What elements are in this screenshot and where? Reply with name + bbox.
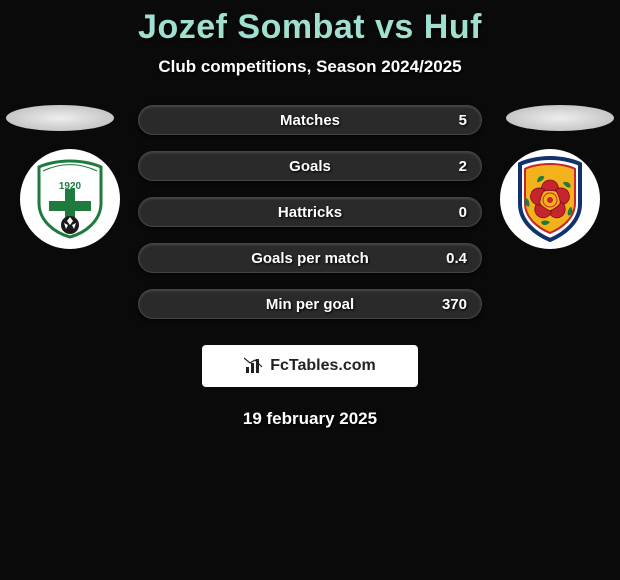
club-badge-right — [500, 149, 600, 249]
stat-value: 370 — [442, 296, 467, 313]
comparison-card: Jozef Sombat vs Huf Club competitions, S… — [0, 0, 620, 580]
stat-label: Goals per match — [251, 250, 369, 267]
stat-bars: Matches 5 Goals 2 Hattricks 0 Goals per … — [138, 105, 482, 319]
bar-chart-icon — [244, 357, 264, 375]
page-title: Jozef Sombat vs Huf — [0, 8, 620, 47]
stat-bar-min-per-goal: Min per goal 370 — [138, 289, 482, 319]
crest-skalica-icon: 1920 — [35, 159, 105, 239]
stat-bar-goals-per-match: Goals per match 0.4 — [138, 243, 482, 273]
stat-bar-hattricks: Hattricks 0 — [138, 197, 482, 227]
brand-label: FcTables.com — [270, 357, 376, 375]
stat-label: Goals — [289, 158, 331, 175]
player-shadow-right — [506, 105, 614, 131]
date-stamp: 19 february 2025 — [0, 409, 620, 429]
stat-label: Matches — [280, 112, 340, 129]
stat-bar-goals: Goals 2 — [138, 151, 482, 181]
subtitle: Club competitions, Season 2024/2025 — [0, 57, 620, 77]
stat-label: Min per goal — [266, 296, 354, 313]
stat-value: 0.4 — [446, 250, 467, 267]
player-shadow-left — [6, 105, 114, 131]
club-badge-left: 1920 — [20, 149, 120, 249]
stat-value: 2 — [459, 158, 467, 175]
stat-value: 0 — [459, 204, 467, 221]
middle-section: 1920 — [0, 105, 620, 429]
brand-box[interactable]: FcTables.com — [202, 345, 418, 387]
stat-value: 5 — [459, 112, 467, 129]
crest-year: 1920 — [59, 181, 82, 192]
stat-bar-matches: Matches 5 — [138, 105, 482, 135]
stat-label: Hattricks — [278, 204, 342, 221]
crest-ruzomberok-icon — [514, 156, 586, 242]
